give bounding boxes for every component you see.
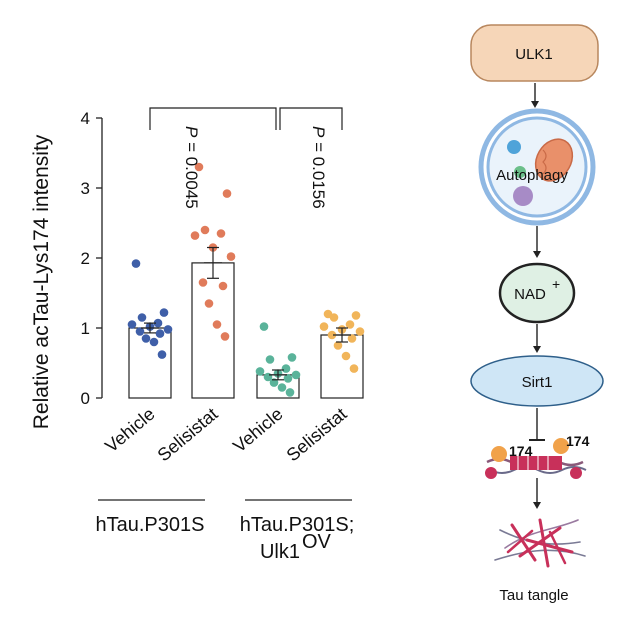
- point-3-6: [355, 327, 365, 336]
- point-0-4: [127, 320, 137, 329]
- point-2-11: [285, 388, 295, 397]
- y-tick-label-3: 3: [81, 179, 90, 198]
- y-tick-label-0: 0: [81, 389, 90, 408]
- point-2-6: [291, 370, 301, 380]
- point-3-1: [351, 311, 361, 320]
- p-value-0: P = 0.0045: [182, 126, 201, 209]
- point-2-1: [287, 353, 297, 362]
- group-label-0: hTau.P301S: [96, 514, 205, 536]
- category-label-0: Vehicle: [101, 404, 158, 457]
- bar-1: [191, 262, 235, 399]
- ulk1-label: ULK1: [515, 46, 553, 63]
- point-3-8: [347, 334, 357, 343]
- nad-text: NAD: [514, 286, 546, 303]
- point-3-4: [319, 322, 329, 331]
- nad-superscript: +: [552, 276, 560, 292]
- error-bars: [141, 246, 351, 381]
- point-1-10: [212, 320, 222, 329]
- point-2-9: [269, 378, 279, 387]
- arrow-4-head: [533, 502, 541, 509]
- p-value-text-0: = 0.0045: [182, 137, 201, 208]
- point-2-10: [277, 383, 287, 392]
- point-2-2: [265, 355, 275, 364]
- nad-label: NAD: [514, 286, 546, 303]
- point-0-6: [163, 325, 173, 334]
- arrow-2-head: [533, 251, 541, 258]
- tau-site-label-left: 174: [509, 443, 533, 459]
- point-2-0: [259, 322, 269, 331]
- y-tick-label-2: 2: [81, 249, 90, 268]
- point-0-3: [153, 318, 163, 328]
- y-axis-label: Relative acTau-Lys174 intensity: [30, 134, 53, 429]
- point-2-3: [281, 364, 291, 373]
- point-1-4: [190, 231, 200, 240]
- point-0-2: [137, 313, 147, 322]
- p-symbol-1: P: [309, 126, 328, 138]
- acetylated-tau-icon: [485, 438, 587, 479]
- tau-tangle-label: Tau tangle: [499, 587, 568, 604]
- p-symbol-0: P: [182, 126, 201, 138]
- sirt1-node: [470, 355, 604, 407]
- p-value-text-1: = 0.0156: [309, 137, 328, 208]
- p-value-1: P = 0.0156: [309, 126, 328, 209]
- point-1-9: [204, 299, 214, 308]
- ulk1-node: [470, 24, 599, 82]
- point-0-1: [159, 308, 169, 317]
- point-1-0: [194, 162, 204, 172]
- arrow-3-head: [533, 346, 541, 353]
- point-0-9: [141, 334, 151, 343]
- y-tick-label-1: 1: [81, 319, 90, 338]
- point-1-8: [218, 281, 228, 291]
- nad-node: [498, 262, 576, 324]
- y-axis: 0 1 2 3 4: [81, 109, 103, 408]
- point-3-11: [349, 364, 359, 373]
- point-0-0: [131, 259, 141, 268]
- point-2-4: [255, 367, 265, 376]
- category-label-3: Selisistat: [283, 404, 351, 466]
- autophagosome-icon: [478, 108, 596, 226]
- point-1-7: [198, 278, 208, 287]
- point-1-1: [222, 189, 232, 198]
- group-labels: hTau.P301S hTau.P301S; Ulk1 OV: [96, 499, 355, 563]
- point-1-6: [226, 252, 236, 261]
- tau-site-label-right: 174: [566, 433, 590, 449]
- point-3-2: [329, 313, 339, 322]
- bracket-1: [279, 107, 343, 130]
- point-0-11: [157, 350, 167, 359]
- point-1-3: [216, 229, 226, 238]
- sirt1-label: Sirt1: [522, 374, 553, 391]
- point-0-7: [135, 327, 145, 336]
- pathway-diagram: ULK1 Autophagy NAD + Sirt1: [470, 24, 604, 604]
- group-label-1-sup: OV: [302, 531, 332, 553]
- point-1-2: [200, 225, 210, 235]
- group-label-1: hTau.P301S;: [240, 514, 355, 536]
- point-3-3: [345, 320, 355, 329]
- point-3-9: [333, 341, 343, 350]
- point-2-8: [283, 374, 293, 383]
- group-label-1-line2: Ulk1: [260, 541, 300, 563]
- arrow-1-head: [531, 101, 539, 108]
- tau-tangle-icon: [494, 518, 586, 568]
- bracket-0: [149, 107, 277, 130]
- point-1-11: [220, 332, 230, 341]
- point-3-10: [341, 351, 351, 361]
- point-3-7: [327, 330, 337, 340]
- category-label-1: Selisistat: [154, 404, 222, 466]
- point-0-8: [155, 329, 165, 338]
- y-tick-label-4: 4: [81, 109, 90, 128]
- autophagy-label: Autophagy: [496, 167, 568, 184]
- category-label-2: Vehicle: [229, 404, 286, 457]
- point-0-10: [149, 337, 159, 347]
